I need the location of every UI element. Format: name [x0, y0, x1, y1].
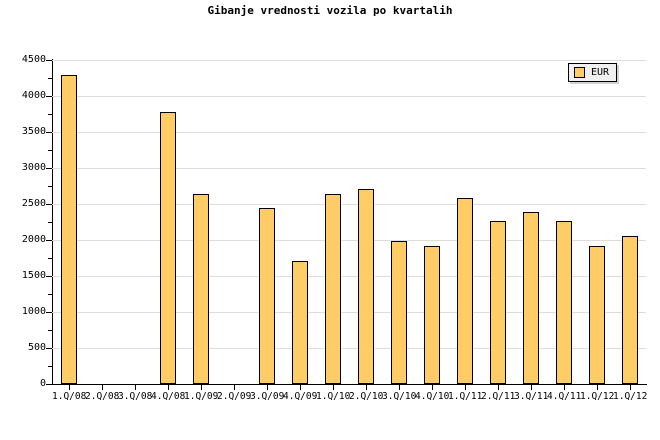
y-axis-tick [46, 276, 52, 277]
x-axis-label: 2.Q/08 [85, 391, 120, 402]
y-axis-tick-minor [48, 330, 52, 331]
y-axis-tick [46, 240, 52, 241]
x-axis-label: 3.Q/08 [118, 391, 153, 402]
y-axis-tick [46, 168, 52, 169]
x-axis-label: 4.Q/08 [151, 391, 186, 402]
x-axis-tick [464, 385, 466, 390]
x-axis-label: 1.Q/12 [580, 391, 615, 402]
bar[interactable] [324, 193, 341, 384]
bar[interactable] [555, 221, 572, 384]
y-axis-tick [46, 132, 52, 133]
y-axis-tick-minor [48, 258, 52, 259]
chart-title: Gibanje vrednosti vozila po kvartalih [207, 4, 453, 17]
y-axis-tick [46, 348, 52, 349]
y-axis-tick-minor [48, 222, 52, 223]
x-axis-label: 1.Q/08 [52, 391, 87, 402]
y-axis-line [52, 59, 53, 385]
x-axis-tick [431, 385, 433, 390]
y-axis-label: 4000 [21, 90, 46, 101]
x-axis-label: 1.Q/12 [613, 391, 648, 402]
y-axis-label: 1500 [21, 270, 46, 281]
x-axis-label: 3.Q/11 [514, 391, 549, 402]
bar[interactable] [522, 211, 539, 384]
y-axis-label: 0 [39, 378, 46, 389]
y-axis-label: 2500 [21, 198, 46, 209]
x-axis-tick [530, 385, 532, 390]
x-axis-tick [596, 385, 598, 390]
x-axis-tick [233, 385, 235, 390]
bar[interactable] [192, 193, 209, 384]
y-axis-tick-minor [48, 78, 52, 79]
y-axis-tick-minor [48, 186, 52, 187]
plot-area [52, 60, 646, 384]
x-axis-tick [398, 385, 400, 390]
x-axis-tick [563, 385, 565, 390]
y-axis-labels: 0 500 1000 1500 2000 2500 3000 3500 4000 4500 [0, 0, 46, 440]
legend-label-eur: EUR [591, 67, 610, 78]
y-axis-tick [46, 204, 52, 205]
y-axis-tick-minor [48, 294, 52, 295]
y-axis-label: 1000 [21, 306, 46, 317]
bar[interactable] [456, 198, 473, 384]
gridline [52, 132, 646, 133]
x-axis-tick [332, 385, 334, 390]
y-axis-label: 3000 [21, 162, 46, 173]
x-axis-tick [167, 385, 169, 390]
x-axis-tick [365, 385, 367, 390]
bar[interactable] [423, 245, 440, 384]
y-axis-label: 3500 [21, 126, 46, 137]
bar[interactable] [390, 241, 407, 384]
y-axis-tick-minor [48, 114, 52, 115]
x-axis-tick [299, 385, 301, 390]
bar[interactable] [621, 236, 638, 384]
x-axis-label: 1.Q/09 [184, 391, 219, 402]
x-axis-label: 4.Q/09 [283, 391, 318, 402]
bar[interactable] [588, 245, 605, 384]
legend[interactable]: EUR [568, 63, 618, 82]
gridline [52, 168, 646, 169]
x-axis-label: 4.Q/10 [415, 391, 450, 402]
y-axis-tick [46, 96, 52, 97]
gridline [52, 60, 646, 61]
y-axis-label: 4500 [21, 54, 46, 65]
y-axis-tick-minor [48, 150, 52, 151]
x-axis-label: 4.Q/11 [547, 391, 582, 402]
legend-swatch-eur [574, 67, 585, 78]
gridline [52, 348, 646, 349]
gridline [52, 204, 646, 205]
gridline [52, 240, 646, 241]
gridline [52, 312, 646, 313]
x-axis-tick [200, 385, 202, 390]
x-axis-label: 2.Q/09 [217, 391, 252, 402]
y-axis-tick [46, 384, 52, 385]
x-axis-tick [101, 385, 103, 390]
x-axis-tick [497, 385, 499, 390]
bar[interactable] [60, 75, 77, 384]
bar[interactable] [291, 260, 308, 384]
x-axis-label: 1.Q/10 [316, 391, 351, 402]
x-axis-label: 2.Q/10 [349, 391, 384, 402]
y-axis-tick-minor [48, 366, 52, 367]
x-axis-tick [266, 385, 268, 390]
bar[interactable] [258, 208, 275, 384]
bar[interactable] [159, 111, 176, 384]
y-axis-label: 500 [27, 342, 46, 353]
bar[interactable] [489, 221, 506, 384]
bar[interactable] [357, 188, 374, 384]
x-axis-line [52, 384, 647, 385]
x-axis-tick [68, 385, 70, 390]
gridline [52, 276, 646, 277]
gridline [52, 96, 646, 97]
x-axis-label: 3.Q/10 [382, 391, 417, 402]
x-axis-tick [629, 385, 631, 390]
y-axis-tick [46, 312, 52, 313]
x-axis-label: 3.Q/09 [250, 391, 285, 402]
y-axis-label: 2000 [21, 234, 46, 245]
x-axis-label: 2.Q/11 [481, 391, 516, 402]
y-axis-tick [46, 60, 52, 61]
x-axis-tick [134, 385, 136, 390]
x-axis-label: 1.Q/11 [448, 391, 483, 402]
